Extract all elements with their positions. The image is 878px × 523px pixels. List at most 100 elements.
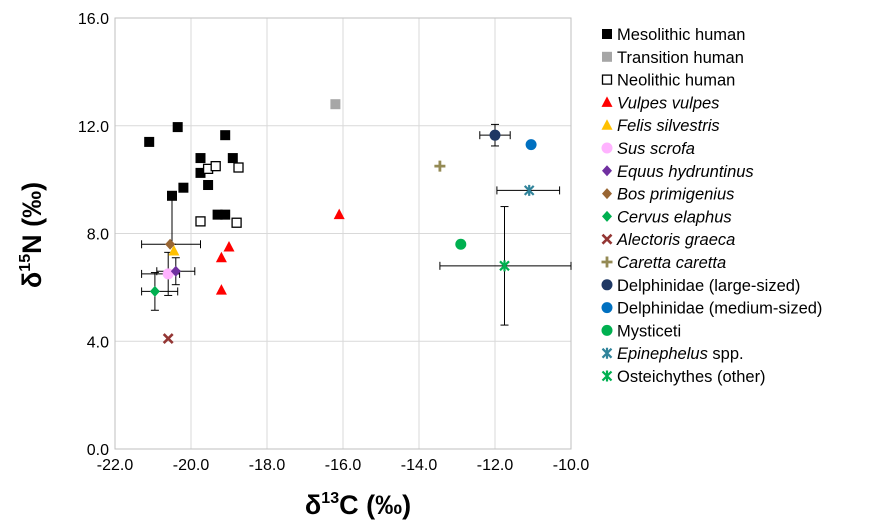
- data-point: [455, 238, 467, 250]
- x-axis-title: δ13C (‰): [305, 490, 411, 520]
- y-tick-label: 0.0: [87, 442, 109, 459]
- y-axis-title: δ15N (‰): [17, 182, 47, 288]
- axes: -22.0 -20.0 -18.0 -16.0 -14.0 -12.0 -10.0 0.0 4.…: [78, 11, 589, 474]
- data-point: [499, 260, 510, 272]
- legend-label: Epinephelus spp.: [617, 345, 744, 363]
- data-point: [210, 161, 221, 172]
- legend-label-name: Mesolithic human: [617, 26, 745, 44]
- y-tick-label: 12.0: [78, 119, 109, 136]
- legend-entry: Caretta caretta: [601, 254, 726, 272]
- legend-entry: Delphinidae (medium-sized): [601, 300, 822, 318]
- legend-marker: [601, 142, 613, 154]
- legend-entry: Felis silvestris: [601, 117, 720, 135]
- legend-marker: [601, 96, 613, 107]
- legend-marker: [601, 74, 613, 85]
- legend-marker: [601, 119, 613, 130]
- legend-label-name: Vulpes vulpes: [617, 94, 719, 112]
- y-tick-label: 4.0: [87, 334, 109, 351]
- legend-entry: Delphinidae (large-sized): [601, 277, 800, 295]
- legend-entry: Mysticeti: [601, 322, 681, 340]
- data-point: [178, 182, 189, 193]
- y-tick-label: 16.0: [78, 11, 109, 28]
- legend-marker: [601, 302, 613, 314]
- legend-label: Vulpes vulpes: [617, 94, 719, 112]
- legend-marker: [601, 347, 613, 359]
- data-point: [162, 333, 174, 344]
- legend-marker: [602, 210, 612, 222]
- legend-label: Alectoris graeca: [616, 231, 735, 249]
- x-axis-title-sup: 13: [321, 490, 339, 507]
- data-point: [144, 136, 155, 147]
- legend-label-name: Delphinidae (large-sized): [617, 277, 800, 295]
- data-point: [525, 139, 537, 151]
- legend-label-name: Bos primigenius: [617, 186, 734, 204]
- error-bars: [141, 123, 572, 326]
- legend-label: Cervus elaphus: [617, 208, 732, 226]
- x-tick-label: -18.0: [249, 457, 286, 474]
- data-point: [168, 245, 180, 256]
- x-axis-title-rest: C (‰): [339, 490, 411, 520]
- data-point: [212, 209, 223, 220]
- plot-border: [114, 17, 572, 450]
- legend-label: Mysticeti: [617, 322, 681, 340]
- legend-label-name: Cervus elaphus: [617, 208, 732, 226]
- data-point: [220, 130, 231, 141]
- data-point: [227, 153, 238, 164]
- legend-entry: Epinephelus spp.: [601, 345, 744, 363]
- legend-marker: [601, 233, 613, 245]
- legend-label-name: Equus hydruntinus: [617, 163, 754, 181]
- legend-label: Equus hydruntinus: [617, 163, 754, 181]
- legend-label: Transition human: [617, 49, 744, 67]
- legend-entry: Cervus elaphus: [602, 208, 732, 226]
- legend-entry: Mesolithic human: [602, 26, 745, 44]
- grid: [114, 17, 572, 450]
- legend-label-suffix: spp.: [708, 345, 744, 363]
- legend-entry: Equus hydruntinus: [602, 163, 754, 181]
- data-point: [333, 208, 345, 220]
- legend-marker: [602, 29, 612, 39]
- legend-label-name: Caretta caretta: [617, 254, 726, 272]
- data-point: [203, 180, 214, 191]
- data-point: [215, 284, 227, 295]
- legend-label-name: Osteichythes (other): [617, 368, 766, 386]
- legend-label-name: Alectoris graeca: [616, 231, 735, 249]
- y-axis-title-main: δ: [17, 272, 47, 288]
- legend-label-name: Transition human: [617, 49, 744, 67]
- legend: Mesolithic human Transition human Neolithi…: [601, 26, 822, 386]
- legend-entry: Osteichythes (other): [601, 368, 766, 386]
- data-point: [220, 209, 231, 220]
- legend-label-name: Delphinidae (medium-sized): [617, 300, 822, 318]
- data-point: [195, 153, 206, 164]
- x-tick-label: -20.0: [173, 457, 210, 474]
- x-tick-label: -10.0: [553, 457, 590, 474]
- legend-label: Neolithic human: [617, 72, 735, 90]
- legend-label-name: Mysticeti: [617, 322, 681, 340]
- legend-label-name: Sus scrofa: [617, 140, 695, 158]
- data-point: [170, 265, 181, 277]
- legend-entry: Sus scrofa: [601, 140, 695, 158]
- data-point: [223, 240, 235, 252]
- legend-label: Osteichythes (other): [617, 368, 766, 386]
- data-points: [144, 99, 537, 344]
- data-point: [195, 167, 206, 178]
- data-point: [172, 122, 183, 133]
- data-point: [523, 184, 535, 196]
- y-axis-title-rest: N (‰): [17, 182, 47, 254]
- legend-label: Bos primigenius: [617, 186, 734, 204]
- data-point: [215, 251, 227, 263]
- error-bar: [168, 195, 176, 245]
- data-point: [231, 217, 242, 228]
- legend-label-name: Neolithic human: [617, 72, 735, 90]
- data-point: [167, 190, 177, 201]
- x-axis-title-main: δ: [305, 490, 321, 520]
- legend-marker: [601, 324, 613, 336]
- data-point: [165, 238, 176, 250]
- legend-marker: [601, 279, 613, 291]
- legend-marker: [602, 165, 612, 177]
- legend-label-name: Felis silvestris: [617, 117, 720, 135]
- legend-label: Mesolithic human: [617, 26, 745, 44]
- y-axis-title-sup: 15: [17, 254, 34, 272]
- legend-marker: [602, 51, 612, 62]
- data-point: [489, 129, 501, 141]
